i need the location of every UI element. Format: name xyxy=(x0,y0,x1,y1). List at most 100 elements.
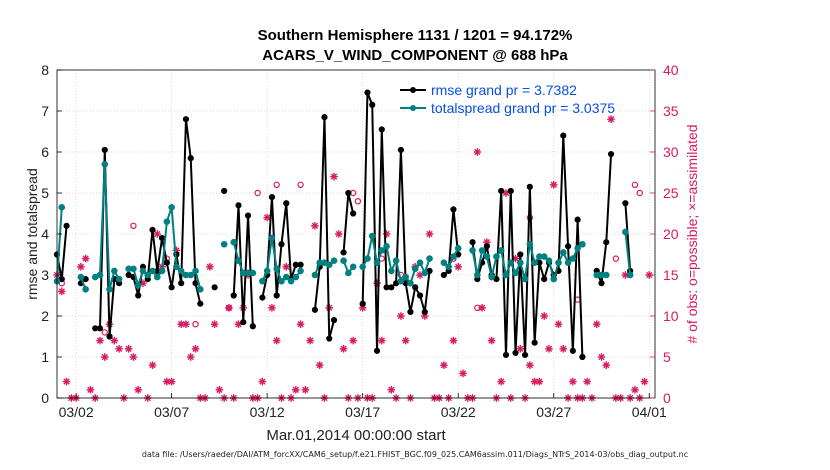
y-tick-label-left: 0 xyxy=(41,390,49,406)
x-tick-label: 03/27 xyxy=(536,404,571,420)
totalspread-point xyxy=(230,238,238,246)
rmse-point xyxy=(526,183,533,190)
obs-star-stroke xyxy=(555,321,562,328)
rmse-point xyxy=(397,146,404,154)
rmse-point xyxy=(297,261,304,268)
rmse-point xyxy=(416,292,424,299)
obs-possible-marker xyxy=(254,189,261,197)
rmse-point xyxy=(311,306,319,313)
totalspread-point xyxy=(579,240,586,248)
obs-possible-marker xyxy=(612,255,620,262)
rmse-point xyxy=(378,126,385,133)
rmse-point xyxy=(541,276,548,283)
obs-assimilated-marker xyxy=(210,320,219,328)
obs-possible-marker xyxy=(101,329,108,336)
totalspread-point xyxy=(287,277,295,285)
rmse-point xyxy=(178,280,185,287)
y-tick-label-left: 4 xyxy=(41,226,49,242)
obs-assimilated-marker xyxy=(440,361,448,369)
obs-assimilated-marker xyxy=(401,336,410,345)
totalspread-point xyxy=(263,267,271,275)
x-axis-label: Mar.01,2014 00:00:00 start xyxy=(266,427,446,444)
obs-assimilated-marker xyxy=(81,254,90,263)
rmse-point xyxy=(249,323,256,330)
legend-marker xyxy=(410,105,416,111)
rmse-point xyxy=(149,226,156,233)
obs-star-stroke xyxy=(149,362,156,369)
obs-star-stroke xyxy=(569,378,577,385)
totalspread-point xyxy=(235,257,242,264)
rmse-point xyxy=(101,146,108,154)
rmse-line xyxy=(361,92,431,351)
totalspread-point xyxy=(493,253,500,260)
rmse-point xyxy=(450,206,457,213)
obs-star-stroke xyxy=(154,230,161,238)
obs-assimilated-marker xyxy=(425,230,434,238)
x-tick-label: 04/01 xyxy=(632,404,667,420)
y-tick-label-right: 40 xyxy=(663,62,679,78)
obs-assimilated-marker xyxy=(473,148,482,156)
obs-star-stroke xyxy=(531,378,538,385)
obs-star-stroke xyxy=(349,337,357,344)
y-tick-label-left: 3 xyxy=(41,267,49,283)
obs-star-stroke xyxy=(474,148,481,156)
y-tick-label-left: 2 xyxy=(41,308,49,324)
obs-star-stroke xyxy=(397,312,405,320)
totalspread-point xyxy=(392,257,400,264)
series-layer xyxy=(53,89,654,402)
totalspread-point xyxy=(559,249,567,256)
totalspread-point xyxy=(82,286,89,293)
totalspread-point xyxy=(297,267,304,275)
obs-assimilated-marker xyxy=(258,377,267,386)
obs-star-stroke xyxy=(455,263,462,270)
obs-star-stroke xyxy=(306,337,314,344)
obs-star-stroke xyxy=(388,386,395,393)
obs-assimilated-marker xyxy=(296,320,305,328)
obs-possible-marker xyxy=(130,222,137,229)
totalspread-point xyxy=(259,277,266,285)
rmse-point xyxy=(483,243,490,250)
y-tick-label-right: 35 xyxy=(663,103,679,119)
y-tick-label-right: 20 xyxy=(663,226,679,242)
rmse-point xyxy=(63,222,70,229)
obs-star-stroke xyxy=(459,370,467,377)
totalspread-point xyxy=(397,277,405,285)
rmse-point xyxy=(603,239,610,246)
obs-star-stroke xyxy=(187,353,194,361)
obs-assimilated-marker xyxy=(215,386,224,394)
rmse-point xyxy=(230,292,237,299)
rmse-point xyxy=(498,187,505,195)
rmse-point xyxy=(278,241,285,248)
totalspread-point xyxy=(474,271,481,279)
chart-title: Southern Hemisphere 1131 / 1201 = 94.172… xyxy=(257,27,573,44)
obs-star-stroke xyxy=(259,378,266,385)
rmse-point xyxy=(607,150,615,158)
totalspread-point xyxy=(378,247,386,254)
obs-star-stroke xyxy=(263,214,271,221)
axes-layer: 03/02 03/07 03/12 03/17 03/22 03/27 04/0101234… xyxy=(41,62,679,420)
obs-possible-marker xyxy=(225,304,233,311)
x-tick-label: 03/02 xyxy=(59,404,94,420)
totalspread-point xyxy=(564,259,572,267)
totalspread-point xyxy=(373,259,381,267)
totalspread-point xyxy=(426,255,433,262)
obs-assimilated-marker xyxy=(387,386,396,394)
totalspread-point xyxy=(450,253,457,260)
rmse-line xyxy=(595,153,613,284)
obs-star-stroke xyxy=(111,337,118,344)
obs-assimilated-marker xyxy=(282,263,291,271)
x-tick-label: 03/07 xyxy=(154,404,189,420)
obs-star-stroke xyxy=(498,378,505,385)
obs-star-stroke xyxy=(87,386,94,393)
rmse-point xyxy=(507,187,514,195)
obs-assimilated-marker xyxy=(148,361,157,369)
obs-star-stroke xyxy=(216,386,223,393)
obs-star-stroke xyxy=(311,222,319,229)
totalspread-point xyxy=(368,232,376,240)
rmse-point xyxy=(96,325,104,332)
obs-star-stroke xyxy=(316,362,323,369)
rmse-point xyxy=(521,351,529,359)
footer-data-file: data file: /Users/raeder/DAI/ATM_forcXX/… xyxy=(141,450,689,459)
rmse-point xyxy=(268,194,276,201)
totalspread-point xyxy=(497,247,505,254)
